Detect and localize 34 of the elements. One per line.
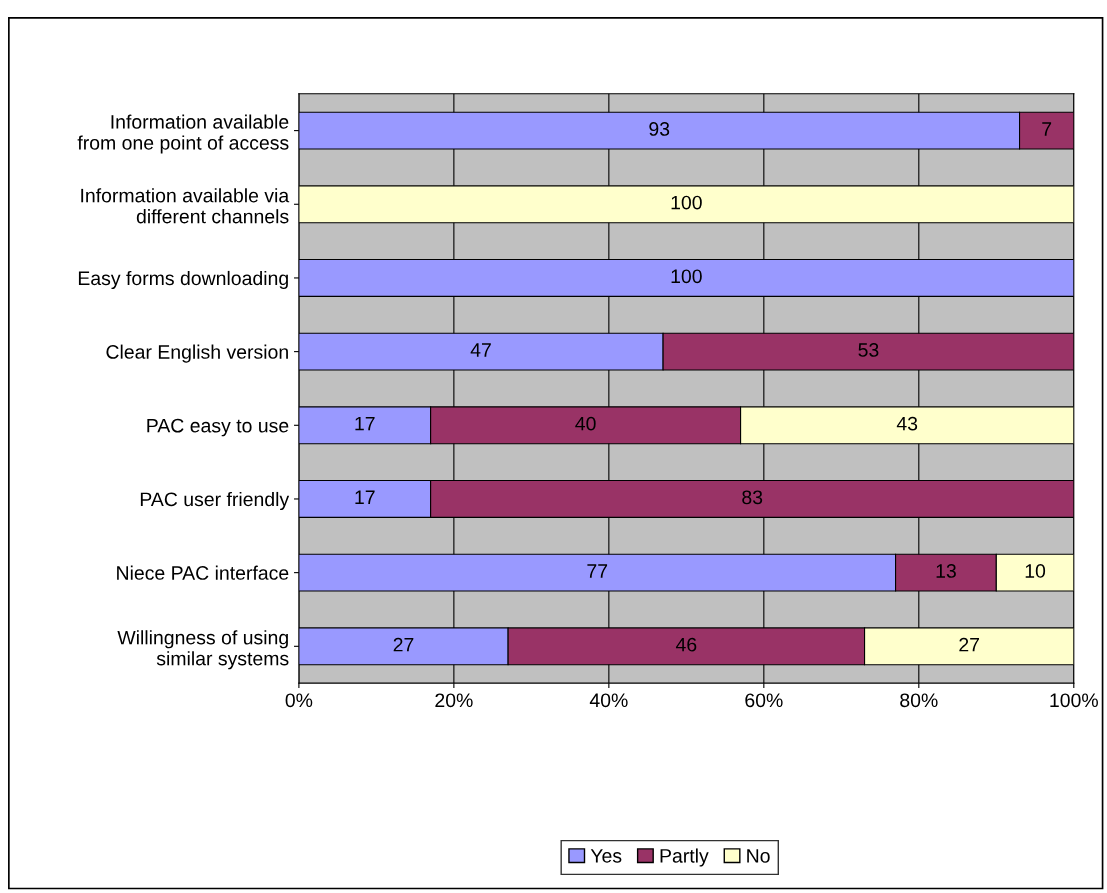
data-label: 46 — [675, 637, 697, 652]
x-tick-label: 20% — [435, 693, 473, 708]
data-label: 93 — [649, 122, 670, 136]
data-label: 100 — [671, 269, 702, 284]
data-label: 27 — [959, 637, 980, 652]
data-label: 53 — [858, 343, 879, 357]
data-label: 10 — [1025, 564, 1046, 578]
data-label: 13 — [936, 564, 956, 578]
legend-label: Partly — [660, 848, 709, 867]
x-tick-label: 80% — [900, 693, 938, 708]
y-tick-label: PAC user friendly — [140, 491, 290, 511]
data-label: 17 — [355, 416, 375, 431]
data-label: 7 — [1042, 122, 1052, 136]
data-label: 100 — [671, 195, 702, 210]
y-tick-label: Willingness of using similar systems — [117, 630, 289, 670]
data-label: 40 — [575, 416, 596, 431]
data-label: 43 — [896, 416, 918, 431]
data-label: 47 — [470, 343, 491, 357]
legend-label: Yes — [590, 849, 622, 863]
data-label: 27 — [393, 637, 414, 652]
x-tick-label: 60% — [745, 693, 783, 708]
y-tick-label: Clear English version — [106, 344, 288, 363]
y-tick-label: Information available via different channels — [81, 188, 290, 224]
x-tick-label: 40% — [589, 693, 628, 708]
data-label: 83 — [742, 490, 763, 505]
data-label: 17 — [355, 490, 375, 504]
y-tick-label: PAC easy to use — [147, 418, 289, 437]
x-tick-label: 0% — [285, 693, 313, 708]
y-tick-label: Information available from one point of access — [77, 114, 289, 154]
legend-label: No — [747, 849, 770, 863]
data-label: 77 — [587, 564, 608, 578]
x-tick-label: 100% — [1050, 693, 1098, 708]
y-tick-label: Easy forms downloading — [78, 270, 288, 290]
y-tick-label: Niece PAC interface — [117, 565, 289, 580]
